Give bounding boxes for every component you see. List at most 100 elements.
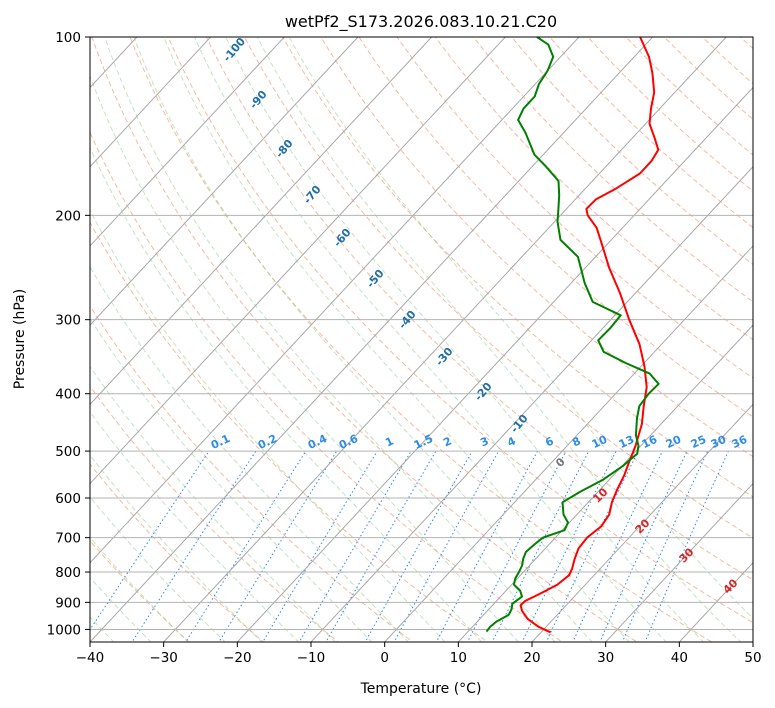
dry-adiabat-label: -10 [508,412,531,436]
y-tick-label: 400 [55,387,81,403]
y-tick-label: 500 [55,444,81,460]
mixing-ratio-line [545,450,639,642]
mixing-ratio-label: 1.5 [412,432,435,452]
isotherm [90,37,654,642]
mixing-ratio-label: 36 [730,433,750,451]
isotherm [604,482,753,642]
mixing-ratio-label: 0.2 [256,432,279,452]
plot-frame [89,36,754,643]
mixing-ratio-label: 20 [664,433,684,451]
dry-adiabat-label: -50 [364,267,387,291]
x-tick-label: −30 [149,650,178,666]
dry-adiabat [91,37,638,642]
mixing-ratio-line [435,450,538,642]
mixing-ratio-line [262,450,378,642]
isotherm [310,165,753,642]
moist-adiabat [90,317,373,642]
moist-adiabat [194,37,668,642]
dry-adiabat [434,37,753,341]
dry-adiabat [90,305,414,642]
isotherm [90,37,212,168]
mixing-ratio-label: 13 [617,433,636,451]
dry-adiabat [90,221,489,642]
dewpoint-profile [485,37,660,633]
x-tick-label: 40 [671,650,688,666]
mixing-ratio-label: 2 [441,434,453,449]
dry-adiabat [90,540,190,642]
dry-adiabat-label: -20 [472,380,495,404]
dry-adiabat [90,463,265,642]
y-tick-label: 200 [55,208,81,224]
y-tick-label: 900 [55,595,81,611]
isotherm [236,86,753,642]
isotherm [90,37,506,485]
axis-ticks: −40 −30 −20 −10 0 10 20 30 40 5010009008007006005… [47,30,762,666]
dry-adiabat-label: -40 [396,308,419,332]
dry-adiabat-label: -100 [220,35,248,65]
dry-adiabat [282,37,753,498]
isotherm [162,37,727,642]
mixing-ratio-line [185,450,307,642]
mixing-ratio-line [599,450,688,642]
y-tick-label: 300 [55,313,81,329]
dry-adiabat [587,37,753,192]
isotherm [90,37,359,326]
isotherm [90,37,580,564]
x-tick-label: 10 [450,650,467,666]
mixing-ratio-line [90,450,210,631]
mixing-ratio-label: 1 [383,434,395,449]
dry-adiabat [396,37,753,379]
x-tick-label: 20 [523,650,540,666]
temperature-profile [519,37,660,634]
dry-adiabat [663,37,753,120]
dry-adiabat [90,385,340,642]
mixing-ratio-label: 10 [590,433,610,451]
profile-lines [485,37,660,634]
moist-adiabat [90,265,410,642]
mixing-ratio-line [466,450,567,642]
y-tick-label: 600 [55,491,81,507]
y-tick-label: 800 [55,565,81,581]
x-tick-label: 30 [597,650,614,666]
dry-adiabat [510,37,753,266]
moist-adiabat [90,536,189,642]
saturation-adiabat-label: 20 [633,516,653,536]
isotherm [90,37,285,247]
moist-adiabat [104,37,556,642]
moist-adiabat [163,37,630,642]
mixing-ratio-line [325,450,437,642]
isotherm [383,245,753,642]
dry-adiabat [739,37,753,50]
dry-adiabat-label: -60 [331,226,354,250]
mixing-ratio-line [218,450,338,642]
dry-adiabat [205,37,753,581]
dry-adiabat [549,37,753,229]
mixing-ratio-line [491,450,590,642]
mixing-ratio-label: 25 [689,433,708,451]
isotherm [457,324,753,642]
dry-adiabat [625,37,753,156]
y-axis-label: Pressure (hPa) [12,289,28,389]
mixing-ratio-line [644,450,729,642]
dry-adiabat [243,37,753,539]
mixing-ratio-line [131,450,257,642]
mixing-ratio-label: 16 [640,433,660,451]
x-tick-label: −40 [76,650,105,666]
dry-adiabat [358,37,753,418]
mixing-ratio-label: 0.4 [306,432,329,452]
mixing-ratio-line [298,450,412,642]
moist-adiabat [90,411,300,642]
moist-adiabat [90,496,226,642]
x-tick-label: 50 [744,650,761,666]
y-tick-label: 700 [55,531,81,547]
dry-adiabat [320,37,753,458]
moist-adiabat [90,454,263,642]
mixing-ratio-label: 8 [570,434,582,449]
x-tick-label: 0 [380,650,389,666]
isotherm [531,403,753,642]
x-tick-label: −10 [297,650,326,666]
mixing-ratio-line [521,450,617,642]
moist-adiabat [90,209,446,642]
y-tick-label: 100 [55,30,81,46]
mixing-ratio-line [364,450,473,642]
